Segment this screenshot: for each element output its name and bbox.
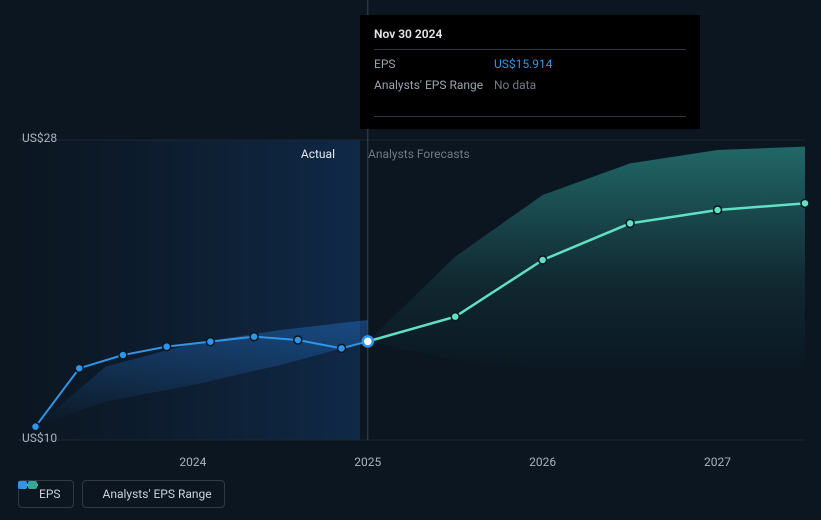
- eps-forecast-marker[interactable]: [801, 199, 809, 207]
- eps-actual-marker[interactable]: [338, 344, 346, 352]
- eps-actual-marker[interactable]: [294, 336, 302, 344]
- y-axis-label: US$28: [22, 131, 57, 145]
- x-axis-label: 2027: [704, 455, 731, 469]
- eps-forecast-marker[interactable]: [451, 313, 459, 321]
- eps-actual-marker[interactable]: [163, 343, 171, 351]
- section-label-actual: Actual: [301, 147, 335, 161]
- tooltip-date: Nov 30 2024: [374, 27, 686, 41]
- tooltip-row: EPSUS$15.914: [374, 57, 686, 71]
- tooltip-value: No data: [494, 78, 536, 92]
- eps-actual-marker[interactable]: [75, 364, 83, 372]
- tooltip-key: Analysts' EPS Range: [374, 78, 494, 92]
- section-label-forecast: Analysts Forecasts: [368, 147, 470, 161]
- eps-actual-marker[interactable]: [119, 351, 127, 359]
- legend-item[interactable]: Analysts' EPS Range: [82, 480, 225, 508]
- eps-actual-marker[interactable]: [31, 423, 39, 431]
- x-axis-label: 2025: [354, 455, 381, 469]
- highlight-marker[interactable]: [363, 336, 373, 346]
- legend-label: EPS: [39, 487, 61, 501]
- eps-chart: Nov 30 2024 EPSUS$15.914Analysts' EPS Ra…: [0, 0, 821, 520]
- y-axis-label: US$10: [22, 431, 57, 445]
- eps-actual-marker[interactable]: [250, 333, 258, 341]
- legend-label: Analysts' EPS Range: [103, 487, 212, 501]
- eps-forecast-marker[interactable]: [539, 256, 547, 264]
- x-axis-label: 2026: [529, 455, 556, 469]
- eps-actual-marker[interactable]: [206, 338, 214, 346]
- tooltip-divider: [374, 116, 686, 117]
- tooltip-key: EPS: [374, 57, 494, 71]
- tooltip: Nov 30 2024 EPSUS$15.914Analysts' EPS Ra…: [360, 15, 700, 129]
- forecast-range-area: [368, 147, 805, 374]
- eps-forecast-marker[interactable]: [626, 219, 634, 227]
- tooltip-value: US$15.914: [494, 57, 553, 71]
- tooltip-row: Analysts' EPS RangeNo data: [374, 78, 686, 92]
- tooltip-divider: [374, 49, 686, 50]
- legend: EPS Analysts' EPS Range: [18, 480, 225, 508]
- eps-forecast-marker[interactable]: [714, 206, 722, 214]
- x-axis-label: 2024: [179, 455, 206, 469]
